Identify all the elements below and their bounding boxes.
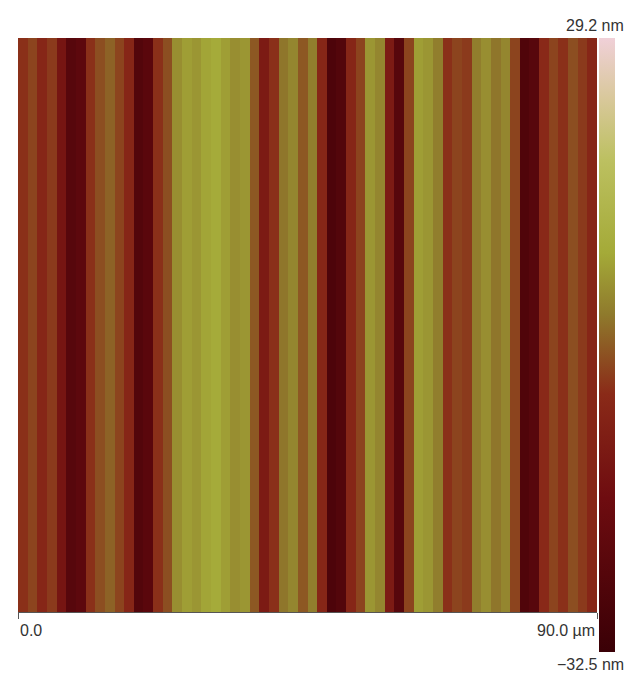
svg-text:29.2 nm: 29.2 nm <box>566 17 624 34</box>
svg-text:−32.5 nm: −32.5 nm <box>557 656 624 673</box>
svg-text:0.0: 0.0 <box>20 622 42 639</box>
svg-text:90.0 µm: 90.0 µm <box>537 622 595 639</box>
